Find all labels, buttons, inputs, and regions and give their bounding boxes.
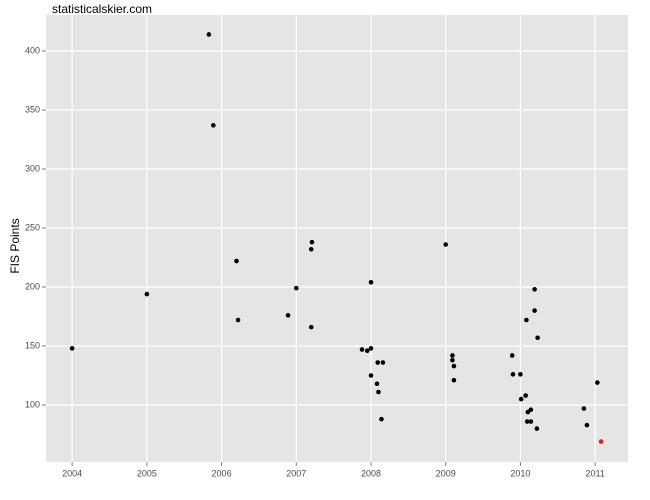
point (523, 393, 528, 398)
point (598, 439, 604, 444)
point (293, 285, 299, 291)
point (443, 242, 449, 247)
x-tick-label: 2004 (62, 468, 82, 478)
x-tick-label: 2008 (361, 468, 381, 478)
x-tick-label: 2005 (137, 468, 157, 478)
y-axis-label: FIS Points (8, 218, 22, 273)
y-tick-label: 250 (25, 222, 40, 232)
point (581, 406, 587, 411)
point (532, 308, 537, 313)
point (375, 360, 381, 365)
point (584, 422, 590, 428)
y-tick-label: 300 (25, 163, 40, 173)
x-tick-label: 2010 (510, 468, 530, 478)
point (509, 353, 515, 358)
x-tick-label: 2011 (585, 468, 604, 478)
x-tick-label: 2006 (212, 468, 232, 478)
point (368, 373, 374, 378)
point (374, 381, 380, 387)
y-tick-label: 150 (25, 340, 40, 350)
point (534, 426, 540, 431)
point (308, 246, 314, 252)
point (234, 258, 239, 264)
x-tick-label: 2009 (436, 468, 456, 478)
point (380, 360, 386, 365)
point (69, 346, 75, 351)
point (451, 377, 457, 383)
y-tick-label: 200 (25, 281, 40, 291)
y-tick-label: 350 (25, 104, 40, 114)
point (510, 372, 516, 377)
point (144, 291, 150, 297)
point (528, 419, 534, 424)
point (528, 407, 534, 413)
point (206, 32, 212, 37)
point (376, 389, 381, 395)
y-tick-label: 100 (25, 399, 40, 409)
point (535, 335, 540, 341)
x-tick-label: 2007 (286, 468, 306, 478)
point (451, 363, 457, 369)
y-tick-label: 400 (25, 45, 40, 55)
point (450, 357, 455, 363)
point (532, 287, 537, 292)
point (211, 123, 216, 128)
point (595, 380, 600, 385)
point (309, 239, 315, 245)
chart-title: statisticalskier.com (52, 2, 152, 16)
point (524, 419, 530, 424)
point (524, 317, 529, 323)
point (518, 372, 523, 377)
point (450, 353, 455, 358)
point (285, 313, 291, 318)
point (379, 416, 384, 422)
point (359, 347, 365, 352)
point (368, 279, 374, 285)
plot-panel (46, 15, 628, 462)
point (364, 348, 370, 354)
point (518, 396, 524, 402)
point (235, 317, 241, 323)
point (368, 346, 374, 351)
point (308, 324, 314, 330)
